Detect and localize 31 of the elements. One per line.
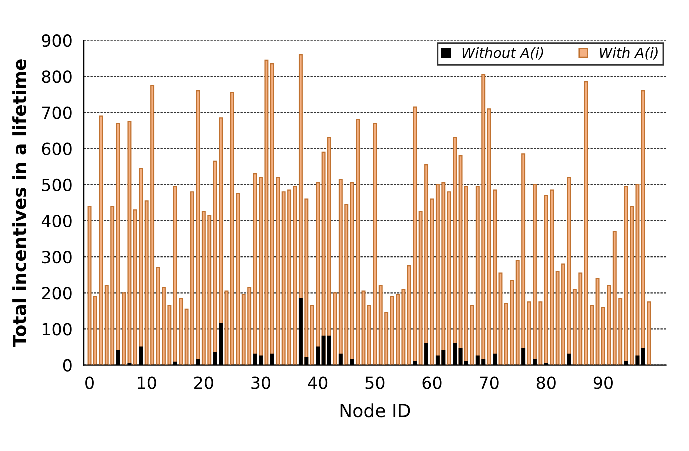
bar [88, 206, 92, 366]
y-tick-label: 500 [42, 178, 72, 192]
y-tick-label: 900 [42, 34, 72, 48]
x-tick-label: 20 [194, 376, 214, 390]
y-tick-label: 0 [63, 359, 72, 372]
y-tick-label: 700 [42, 106, 72, 120]
x-tick-label: 30 [252, 376, 270, 390]
y-tick-label: 600 [42, 142, 72, 156]
x-tick-label: 90 [594, 376, 613, 390]
x-tick-label: 0 [86, 376, 94, 390]
x-tick-label: 80 [536, 376, 556, 390]
y-tick-label: 300 [42, 251, 72, 264]
x-axis-title: Node ID [340, 404, 410, 418]
y-tick-label: 400 [42, 214, 72, 228]
x-tick-label: 70 [480, 376, 499, 390]
legend-label: With A(i) [600, 48, 658, 60]
bar [362, 290, 366, 366]
x-tick-label: 40 [308, 376, 328, 390]
bar [498, 272, 503, 366]
legend-label: Without A(i) [462, 48, 544, 60]
y-tick-label: 100 [42, 323, 72, 336]
bar [293, 186, 298, 366]
y-tick-label: 200 [42, 287, 72, 300]
y-tick-label: 800 [42, 70, 72, 84]
x-tick-label: 10 [138, 376, 156, 390]
bar [430, 198, 434, 366]
bar [156, 267, 160, 366]
x-tick-label: 60 [422, 376, 442, 390]
bar [224, 290, 229, 366]
y-axis-title: Total incentives in a lifetime [12, 60, 27, 348]
x-tick-label: 50 [366, 376, 385, 390]
